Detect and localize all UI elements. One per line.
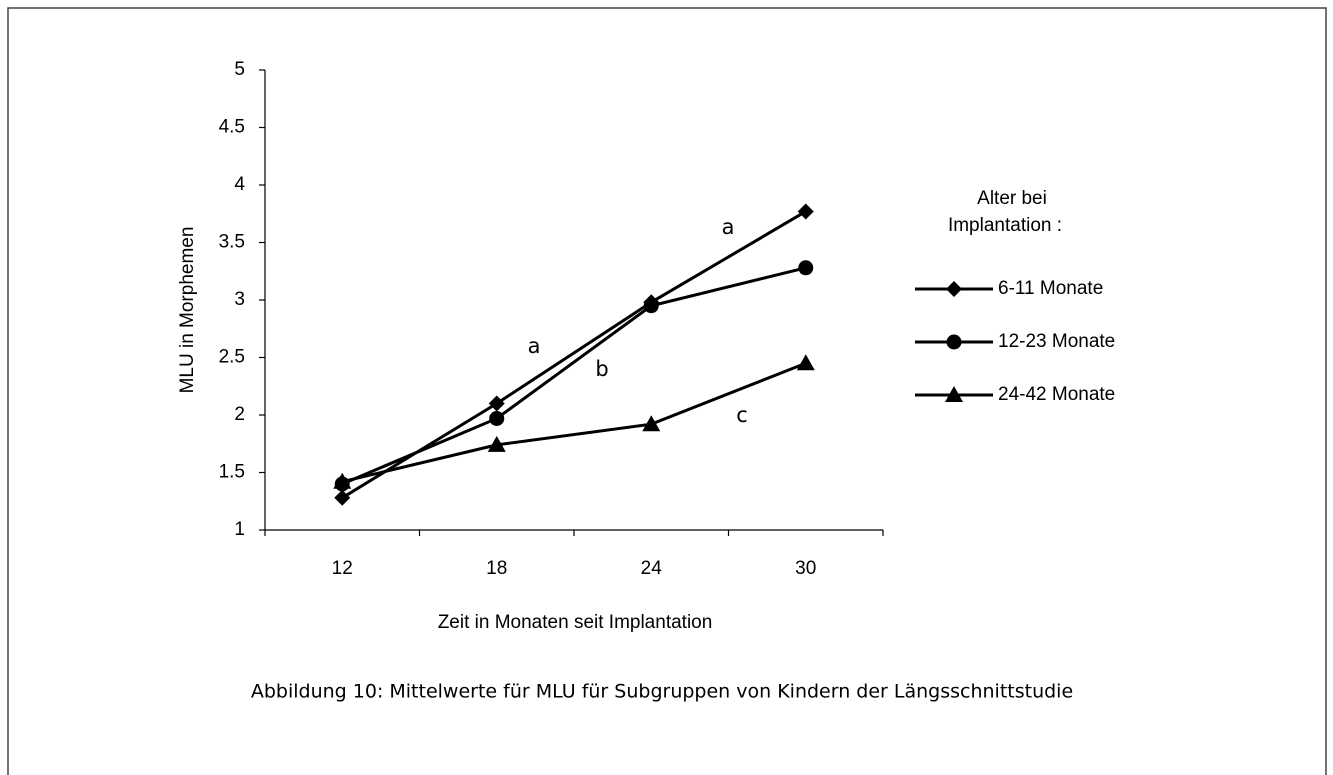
marker xyxy=(487,435,506,452)
marker xyxy=(796,354,815,371)
marker xyxy=(797,203,814,220)
y-tick-label: 5 xyxy=(234,59,245,80)
marker xyxy=(946,334,962,350)
y-tick-label: 1 xyxy=(234,519,245,540)
x-tick-label: 30 xyxy=(795,558,816,579)
legend-label: 24-42 Monate xyxy=(998,384,1115,405)
series-line xyxy=(341,361,807,484)
x-axis-label: Zeit in Monaten seit Implantation xyxy=(438,612,713,633)
marker xyxy=(946,281,962,297)
y-tick-label: 1.5 xyxy=(219,462,245,483)
y-tick-label: 3 xyxy=(234,289,245,310)
caption: Abbildung 10: Mittelwerte für MLU für Su… xyxy=(251,681,1073,703)
marker xyxy=(643,298,659,314)
y-tick-label: 4.5 xyxy=(219,117,245,138)
y-tick-label: 4 xyxy=(234,174,245,195)
marker xyxy=(798,260,814,276)
legend-title: Implantation : xyxy=(948,215,1062,236)
annotation: c xyxy=(736,403,748,427)
marker xyxy=(642,415,661,432)
y-axis-label: MLU in Morphemen xyxy=(177,227,198,394)
y-tick-label: 2.5 xyxy=(219,347,245,368)
marker xyxy=(945,386,963,402)
x-tick-label: 18 xyxy=(486,558,507,579)
legend-title: Alter bei xyxy=(977,188,1047,209)
marker xyxy=(489,410,505,426)
marker xyxy=(334,489,351,506)
marker xyxy=(333,472,352,489)
x-tick-label: 24 xyxy=(641,558,663,579)
y-tick-label: 3.5 xyxy=(219,232,245,253)
series-line xyxy=(341,266,807,486)
frame xyxy=(7,7,1327,775)
legend-label: 6-11 Monate xyxy=(998,278,1103,299)
annotation: a xyxy=(722,215,735,239)
annotation: b xyxy=(595,357,608,381)
marker xyxy=(488,395,505,412)
legend-label: 12-23 Monate xyxy=(998,331,1115,352)
x-tick-label: 12 xyxy=(332,558,353,579)
y-tick-label: 2 xyxy=(234,404,245,425)
annotation: a xyxy=(528,334,541,358)
